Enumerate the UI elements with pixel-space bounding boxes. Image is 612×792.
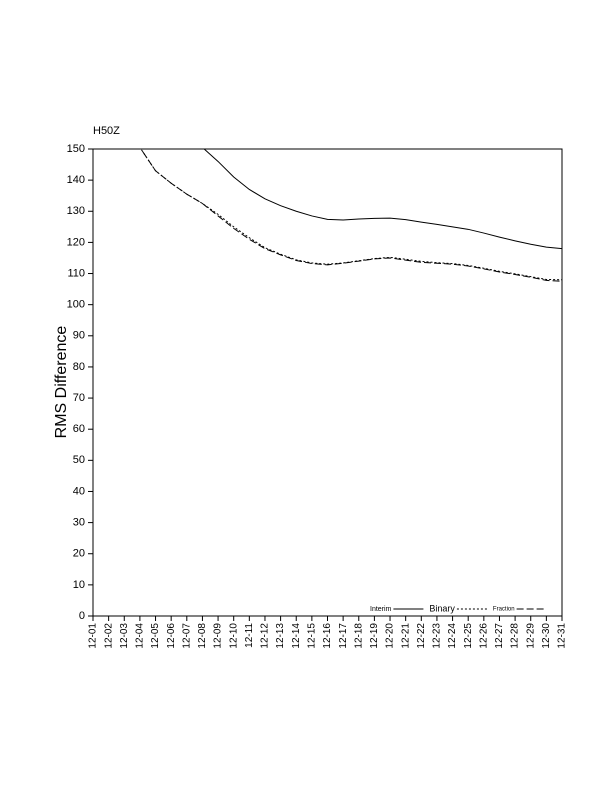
- series-line: [140, 149, 562, 282]
- x-tick-label: 12-11: [244, 623, 255, 648]
- y-tick-label: 90: [73, 330, 85, 342]
- x-tick-label: 12-15: [307, 623, 318, 649]
- chart-title: H50Z: [93, 125, 120, 137]
- x-tick-label: 12-22: [416, 623, 427, 649]
- x-tick-label: 12-27: [494, 623, 505, 649]
- x-tick-label: 12-29: [525, 623, 536, 649]
- x-tick-label: 12-07: [181, 623, 192, 649]
- lines: [140, 149, 562, 282]
- x-tick-label: 12-10: [228, 623, 239, 649]
- x-tick-label: 12-21: [400, 623, 411, 649]
- x-tick-label: 12-02: [103, 623, 114, 649]
- y-tick-label: 140: [67, 174, 85, 186]
- x-tick-label: 12-03: [119, 623, 130, 649]
- y-tick-label: 150: [67, 143, 85, 155]
- x-tick-label: 12-28: [510, 623, 521, 649]
- y-tick-label: 110: [67, 267, 85, 279]
- x-tick-label: 12-13: [275, 623, 286, 649]
- x-tick-label: 12-18: [353, 623, 364, 649]
- y-tick-label: 70: [73, 392, 85, 404]
- x-tick-label: 12-14: [291, 623, 302, 649]
- legend-label: Interim: [370, 606, 392, 613]
- y-tick-label: 60: [73, 423, 85, 435]
- y-tick-label: 40: [73, 485, 85, 497]
- y-axis-label: RMS Difference: [53, 326, 70, 439]
- x-tick-label: 12-05: [150, 623, 161, 649]
- legend-label: Binary: [429, 603, 455, 613]
- y-tick-label: 120: [67, 236, 85, 248]
- x-tick-label: 12-20: [385, 623, 396, 649]
- y-tick-label: 20: [73, 548, 85, 560]
- series-line: [203, 149, 562, 250]
- x-tick-label: 12-19: [369, 623, 380, 649]
- y-tick-label: 50: [73, 454, 85, 466]
- y-tick-label: 0: [79, 610, 85, 622]
- x-tick-label: 12-01: [88, 623, 99, 649]
- series-line: [140, 149, 562, 281]
- x-tick-label: 12-12: [260, 623, 271, 649]
- y-tick-label: 80: [73, 361, 85, 373]
- x-tick-label: 12-08: [197, 623, 208, 649]
- x-tick-label: 12-30: [541, 623, 552, 649]
- x-tick-label: 12-23: [432, 623, 443, 649]
- x-tick-label: 12-17: [338, 623, 349, 649]
- x-tick-label: 12-04: [135, 623, 146, 649]
- x-tick-label: 12-26: [478, 623, 489, 649]
- y-tick-label: 100: [67, 299, 85, 311]
- x-tick-label: 12-09: [213, 623, 224, 649]
- y-tick-label: 130: [67, 205, 85, 217]
- legend-label: Fraction: [493, 607, 515, 613]
- y-tick-label: 10: [73, 579, 85, 591]
- x-tick-label: 12-31: [557, 623, 568, 649]
- x-tick-label: 12-24: [447, 623, 458, 649]
- y-tick-label: 30: [73, 517, 85, 529]
- x-tick-label: 12-06: [166, 623, 177, 649]
- x-tick-label: 12-16: [322, 623, 333, 649]
- x-tick-label: 12-25: [463, 623, 474, 649]
